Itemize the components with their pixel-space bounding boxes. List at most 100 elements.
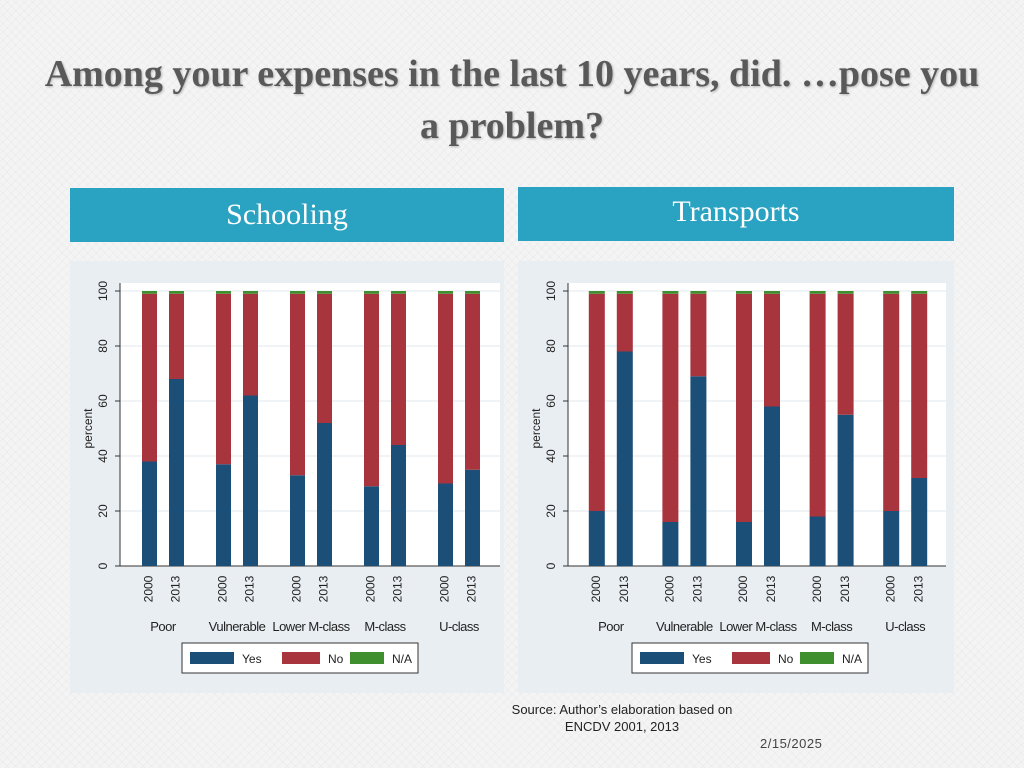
y-tick-label: 20 bbox=[96, 504, 110, 518]
x-group-label: Lower M-class bbox=[272, 619, 350, 634]
bar-n-a-poor-2000 bbox=[588, 291, 605, 294]
bar-n-a-vulnerable-2000 bbox=[662, 291, 679, 294]
legend-label-no: No bbox=[778, 652, 794, 666]
y-tick-label: 80 bbox=[544, 339, 558, 353]
bar-n-a-vulnerable-2013 bbox=[690, 291, 707, 294]
bar-no-poor-2013 bbox=[169, 293, 184, 379]
bar-n-a-m-class-2000 bbox=[364, 291, 379, 294]
bar-no-poor-2000 bbox=[588, 293, 605, 511]
y-tick-label: 20 bbox=[544, 504, 558, 518]
x-year-label: 2000 bbox=[736, 575, 750, 602]
bar-n-a-m-class-2000 bbox=[809, 291, 826, 294]
bar-n-a-vulnerable-2013 bbox=[243, 291, 258, 294]
bar-yes-vulnerable-2000 bbox=[216, 464, 231, 566]
schooling-chart: 0 20 40 60 80 100 percent 2000 2013 Poor 2000 2013 V… bbox=[81, 281, 500, 674]
legend-swatch-no bbox=[282, 652, 320, 664]
y-tick-label: 0 bbox=[96, 562, 110, 569]
bar-no-lower-m-class-2000 bbox=[736, 293, 752, 522]
x-group-label: U-class bbox=[885, 619, 926, 634]
bar-n-a-poor-2000 bbox=[142, 291, 157, 294]
bar-n-a-poor-2013 bbox=[169, 291, 184, 294]
legend-swatch-yes bbox=[190, 652, 234, 664]
x-group-label: U-class bbox=[439, 619, 480, 634]
bar-no-lower-m-class-2013 bbox=[317, 293, 332, 423]
x-year-label: 2013 bbox=[169, 575, 183, 602]
x-year-label: 2013 bbox=[391, 575, 405, 602]
y-tick-label: 80 bbox=[96, 339, 110, 353]
x-year-label: 2000 bbox=[810, 575, 824, 602]
x-year-label: 2013 bbox=[465, 575, 479, 602]
x-group-label: Poor bbox=[598, 619, 625, 634]
x-group-label: M-class bbox=[364, 619, 406, 634]
x-year-label: 2000 bbox=[216, 575, 230, 602]
schooling-chart-panel: 0 20 40 60 80 100 percent 2000 2013 Poor 2000 2013 V… bbox=[70, 261, 504, 693]
bar-yes-m-class-2013 bbox=[837, 414, 854, 566]
bar-yes-u-class-2000 bbox=[883, 511, 900, 566]
legend-label-n-a: N/A bbox=[392, 652, 412, 666]
y-tick-label: 60 bbox=[544, 394, 558, 408]
x-group-label: M-class bbox=[811, 619, 853, 634]
x-year-label: 2000 bbox=[663, 575, 677, 602]
bar-no-poor-2000 bbox=[142, 293, 157, 462]
bar-n-a-vulnerable-2000 bbox=[216, 291, 231, 294]
bar-no-poor-2013 bbox=[616, 293, 633, 352]
transports-chart-panel: 0 20 40 60 80 100 percent 2000 2013 Poor 2000 2013 V… bbox=[518, 261, 954, 693]
legend-swatch-yes bbox=[640, 652, 684, 664]
x-group-label: Vulnerable bbox=[656, 619, 713, 634]
schooling-header: Schooling bbox=[70, 188, 504, 242]
bar-yes-m-class-2000 bbox=[809, 516, 826, 566]
y-axis-label: percent bbox=[529, 408, 543, 449]
transports-header: Transports bbox=[518, 187, 954, 241]
y-tick-label: 100 bbox=[544, 281, 558, 301]
legend-label-yes: Yes bbox=[692, 652, 712, 666]
x-year-label: 2013 bbox=[243, 575, 257, 602]
x-year-label: 2013 bbox=[911, 575, 925, 602]
slide-title: Among your expenses in the last 10 years… bbox=[44, 53, 980, 147]
y-tick-label: 40 bbox=[96, 449, 110, 463]
x-group-label: Poor bbox=[150, 619, 177, 634]
bar-yes-poor-2013 bbox=[616, 351, 633, 566]
bar-yes-u-class-2013 bbox=[465, 469, 480, 566]
legend-swatch-no bbox=[732, 652, 770, 664]
bar-n-a-lower-m-class-2013 bbox=[317, 291, 332, 294]
x-year-label: 2000 bbox=[883, 575, 897, 602]
bar-no-u-class-2000 bbox=[883, 293, 900, 511]
bar-n-a-lower-m-class-2000 bbox=[736, 291, 752, 294]
bar-yes-m-class-2000 bbox=[364, 486, 379, 566]
bar-n-a-poor-2013 bbox=[616, 291, 633, 294]
bar-no-lower-m-class-2013 bbox=[764, 293, 780, 407]
bar-yes-vulnerable-2013 bbox=[690, 376, 707, 566]
bar-no-m-class-2013 bbox=[837, 293, 854, 415]
bar-no-vulnerable-2000 bbox=[216, 293, 231, 465]
bar-yes-m-class-2013 bbox=[391, 445, 406, 566]
legend-label-no: No bbox=[328, 652, 344, 666]
x-year-label: 2013 bbox=[764, 575, 778, 602]
bar-yes-lower-m-class-2013 bbox=[317, 423, 332, 566]
x-group-label: Vulnerable bbox=[209, 619, 266, 634]
legend-swatch-n-a bbox=[800, 652, 834, 664]
bar-yes-poor-2000 bbox=[142, 461, 157, 566]
bar-n-a-u-class-2013 bbox=[465, 291, 480, 294]
y-tick-label: 60 bbox=[96, 394, 110, 408]
bar-yes-lower-m-class-2013 bbox=[764, 406, 780, 566]
legend-swatch-n-a bbox=[350, 652, 384, 664]
bar-n-a-m-class-2013 bbox=[391, 291, 406, 294]
x-year-label: 2000 bbox=[438, 575, 452, 602]
bar-yes-lower-m-class-2000 bbox=[290, 475, 305, 566]
bar-no-u-class-2013 bbox=[465, 293, 480, 470]
bar-no-vulnerable-2013 bbox=[243, 293, 258, 396]
slide-date: 2/15/2025 bbox=[760, 736, 823, 751]
bar-yes-poor-2013 bbox=[169, 379, 184, 566]
bar-yes-vulnerable-2013 bbox=[243, 395, 258, 566]
bar-no-vulnerable-2013 bbox=[690, 293, 707, 377]
legend-label-n-a: N/A bbox=[842, 652, 862, 666]
y-axis-label: percent bbox=[81, 408, 95, 449]
y-tick-label: 100 bbox=[96, 281, 110, 301]
source-note: Source: Author’s elaboration based on EN… bbox=[511, 702, 733, 734]
bar-n-a-u-class-2013 bbox=[911, 291, 928, 294]
bar-yes-poor-2000 bbox=[588, 511, 605, 566]
bar-n-a-u-class-2000 bbox=[883, 291, 900, 294]
x-year-label: 2013 bbox=[838, 575, 852, 602]
bar-no-u-class-2013 bbox=[911, 293, 928, 478]
x-year-label: 2013 bbox=[691, 575, 705, 602]
